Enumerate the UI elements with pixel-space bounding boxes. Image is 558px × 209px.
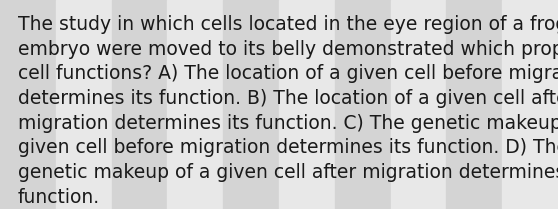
Text: embryo were moved to its belly demonstrated which property of: embryo were moved to its belly demonstra…	[18, 40, 558, 59]
Text: cell functions? A) The location of a given cell before migration: cell functions? A) The location of a giv…	[18, 64, 558, 83]
Text: The study in which cells located in the eye region of a frog: The study in which cells located in the …	[18, 15, 558, 34]
Bar	[279, 0, 335, 209]
Text: genetic makeup of a given cell after migration determines its: genetic makeup of a given cell after mig…	[18, 163, 558, 182]
Text: function.: function.	[18, 188, 100, 207]
Bar	[0, 0, 56, 209]
Bar	[223, 0, 279, 209]
Text: given cell before migration determines its function. D) The: given cell before migration determines i…	[18, 138, 558, 157]
Bar	[446, 0, 502, 209]
Text: determines its function. B) The location of a given cell after: determines its function. B) The location…	[18, 89, 558, 108]
Bar	[167, 0, 223, 209]
Bar	[335, 0, 391, 209]
Bar	[502, 0, 558, 209]
Text: migration determines its function. C) The genetic makeup of a: migration determines its function. C) Th…	[18, 114, 558, 133]
Bar	[391, 0, 446, 209]
Bar	[56, 0, 112, 209]
Bar	[112, 0, 167, 209]
